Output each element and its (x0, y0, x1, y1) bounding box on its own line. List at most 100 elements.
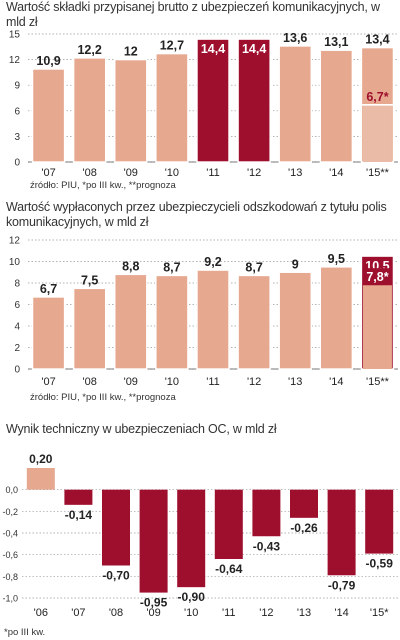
x-tick-label: '11 (206, 167, 220, 179)
x-tick-label: '11 (222, 607, 236, 619)
y-tick-label: -0,4 (2, 529, 18, 539)
chart-claims: Wartość wypłaconych przez ubezpieczyciel… (0, 198, 400, 408)
chart-title: Wynik techniczny w ubezpieczeniach OC, w… (6, 422, 277, 436)
bar-value-label: 8,7 (245, 260, 262, 274)
x-tick-label: '11 (206, 376, 220, 388)
bar (64, 489, 93, 505)
bar-value-label: -0,14 (65, 508, 93, 522)
y-tick-label: 9 (14, 81, 20, 92)
bar (72, 287, 107, 370)
bar-value-label: -0,64 (215, 562, 243, 576)
bar (155, 274, 189, 370)
y-tick-label: 15 (9, 30, 21, 41)
bar-value-label: 12,7 (160, 39, 184, 53)
bar (102, 489, 130, 566)
bar-value-label: -0,43 (253, 539, 281, 553)
bar-value-label: 13,4 (365, 33, 389, 47)
chart-technical-result: Wynik techniczny w ubezpieczeniach OC, w… (0, 422, 400, 640)
bar-value-label: 12 (124, 45, 138, 59)
overlay-value-label: 6,7* (366, 90, 388, 104)
y-tick-label: 6 (14, 106, 20, 117)
x-tick-label: '09 (124, 376, 138, 388)
x-tick-label: '10 (165, 376, 179, 388)
x-tick-label: '10 (165, 167, 179, 179)
x-tick-label: '08 (109, 607, 123, 619)
bar-value-label: 13,6 (283, 31, 307, 45)
bar (278, 271, 312, 370)
bar (31, 296, 66, 370)
bar (31, 68, 66, 163)
y-tick-label: 2 (14, 343, 20, 354)
chart-note: źródło: PIU, *po III kw., **prognoza (30, 180, 176, 191)
y-tick-label: -0,6 (2, 550, 18, 560)
y-tick-label: 0 (14, 158, 20, 169)
bar-value-label: 9,2 (204, 255, 221, 269)
bar-value-label: 0,20 (29, 452, 53, 466)
y-tick-label: -1,0 (2, 594, 18, 604)
bar-value-label: 9,5 (328, 252, 345, 266)
x-tick-label: '07 (41, 376, 55, 388)
y-tick-label: 0,0 (5, 485, 18, 495)
bar-value-label: 14,4 (242, 42, 266, 56)
y-tick-label: 3 (14, 132, 20, 143)
bar (319, 266, 354, 370)
x-tick-label: '12 (247, 167, 261, 179)
bar (327, 489, 356, 576)
bar-value-label: 7,5 (81, 273, 98, 287)
bar (278, 45, 312, 163)
x-tick-label: '08 (82, 376, 96, 388)
x-tick-label: '14 (329, 167, 343, 179)
chart-premiums: Wartość składki przypisanej brutto z ube… (0, 0, 400, 200)
y-tick-label: 8 (14, 279, 20, 290)
x-tick-label: '12 (259, 607, 273, 619)
bar (155, 52, 189, 163)
bar (237, 274, 271, 370)
x-tick-label: '08 (82, 167, 96, 179)
x-tick-label: '13 (297, 607, 311, 619)
y-tick-label: -0,2 (2, 507, 18, 517)
bar-value-label: -0,95 (140, 596, 168, 610)
x-tick-label: '09 (124, 167, 138, 179)
bar (290, 489, 318, 518)
bar-value-label: 10,9 (36, 54, 60, 68)
bar-value-label: 8,8 (122, 259, 139, 273)
y-tick-label: 12 (9, 236, 21, 247)
bar-value-label: -0,59 (366, 557, 394, 571)
bar (252, 489, 281, 537)
bar-value-label: 6,7 (40, 282, 57, 296)
x-tick-label: '15** (366, 376, 390, 388)
chart-technical-result-plot: 0,0 -0,2 -0,4 -0,6 -0,8 -1,0 0,20 '06 -0,14 '07 -0… (2, 452, 398, 619)
bar-value-label: 8,7 (163, 260, 180, 274)
overlay-bar (362, 104, 392, 162)
y-tick-label: 12 (9, 55, 21, 66)
bar-value-label: 13,1 (324, 35, 348, 49)
bar (237, 38, 271, 163)
y-tick-label: 6 (14, 300, 20, 311)
y-tick-label: 10 (9, 257, 21, 268)
bar (196, 38, 230, 163)
x-tick-label: '06 (34, 607, 48, 619)
bar (26, 468, 55, 490)
x-tick-label: '07 (71, 607, 85, 619)
x-tick-label: '15* (370, 607, 389, 619)
bar (365, 489, 394, 554)
bar (177, 489, 206, 588)
overlay-value-label: 7,8* (366, 270, 388, 284)
bar-value-label: -0,70 (102, 569, 130, 583)
x-tick-label: '12 (247, 376, 261, 388)
y-tick-label: 4 (14, 322, 20, 333)
chart-title: Wartość wypłaconych przez ubezpieczyciel… (6, 200, 387, 229)
chart-note: źródło: PIU, *po III kw., **prognoza (30, 392, 176, 403)
x-tick-label: '10 (184, 607, 198, 619)
x-tick-label: '07 (41, 167, 55, 179)
chart-note: *po III kw. (4, 627, 46, 638)
bar-value-label: -0,26 (290, 521, 318, 535)
bar-value-label: 12,2 (77, 43, 101, 57)
bar-value-label: -0,79 (328, 578, 356, 592)
x-tick-label: '15** (366, 167, 390, 179)
chart-claims-plot: 0 2 4 6 8 10 12 6,7 '07 7,5 '08 8,8 '09 8,7 '10 9,2 '11 8… (9, 236, 398, 388)
bar (319, 49, 354, 163)
x-tick-label: '13 (288, 167, 302, 179)
bar (139, 489, 168, 593)
